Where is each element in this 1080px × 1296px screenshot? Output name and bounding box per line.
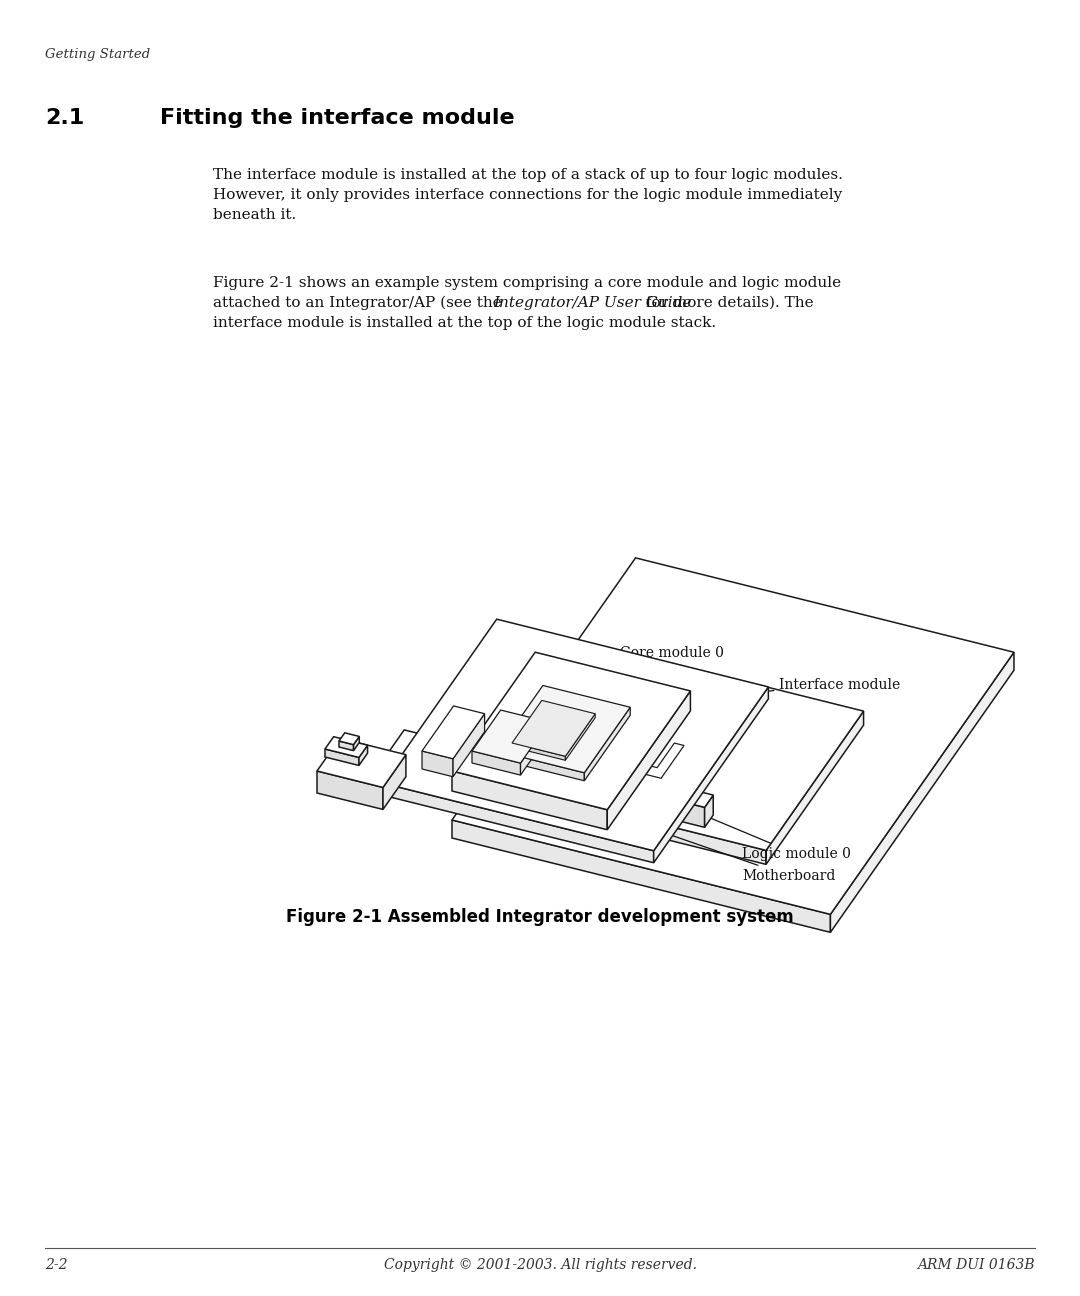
Polygon shape (642, 769, 671, 783)
Polygon shape (422, 750, 453, 776)
Polygon shape (382, 619, 768, 850)
Polygon shape (653, 687, 768, 863)
Text: Core module 0: Core module 0 (569, 645, 724, 710)
Polygon shape (325, 736, 367, 757)
Text: beneath it.: beneath it. (213, 207, 296, 222)
Polygon shape (453, 557, 1014, 915)
Polygon shape (318, 739, 406, 788)
Polygon shape (472, 710, 550, 763)
Polygon shape (627, 776, 713, 807)
Polygon shape (382, 783, 653, 863)
Text: Motherboard: Motherboard (632, 820, 835, 883)
Text: 2.1: 2.1 (45, 108, 84, 128)
Polygon shape (831, 652, 1014, 932)
Polygon shape (704, 794, 713, 827)
Polygon shape (453, 652, 690, 810)
Polygon shape (512, 743, 565, 761)
Polygon shape (671, 767, 677, 783)
Text: However, it only provides interface connections for the logic module immediately: However, it only provides interface conn… (213, 188, 842, 202)
Polygon shape (632, 743, 684, 779)
Polygon shape (521, 722, 550, 775)
Polygon shape (472, 750, 521, 775)
Text: Fitting the interface module: Fitting the interface module (160, 108, 515, 128)
Polygon shape (607, 691, 690, 829)
Text: 2-2: 2-2 (45, 1258, 67, 1271)
Polygon shape (627, 788, 704, 827)
Polygon shape (453, 771, 607, 829)
Polygon shape (339, 732, 360, 745)
Polygon shape (383, 754, 406, 810)
Polygon shape (497, 750, 584, 780)
Text: interface module is installed at the top of the logic module stack.: interface module is installed at the top… (213, 316, 716, 330)
Polygon shape (339, 741, 353, 750)
Text: Getting Started: Getting Started (45, 48, 150, 61)
Polygon shape (353, 736, 360, 750)
Text: Figure 2-1 shows an example system comprising a core module and logic module: Figure 2-1 shows an example system compr… (213, 276, 841, 290)
Text: ARM DUI 0163B: ARM DUI 0163B (917, 1258, 1035, 1271)
Polygon shape (642, 759, 677, 775)
Polygon shape (359, 745, 367, 766)
Polygon shape (318, 771, 383, 810)
Text: Logic module 0: Logic module 0 (676, 804, 851, 861)
Polygon shape (572, 802, 766, 864)
Polygon shape (766, 712, 864, 864)
Polygon shape (565, 714, 595, 761)
Text: The interface module is installed at the top of a stack of up to four logic modu: The interface module is installed at the… (213, 168, 842, 181)
Text: Figure 2-1 Assembled Integrator development system: Figure 2-1 Assembled Integrator developm… (286, 908, 794, 927)
Polygon shape (497, 686, 631, 772)
Text: for more details). The: for more details). The (642, 295, 813, 310)
Polygon shape (512, 700, 595, 757)
Text: Interface module: Interface module (724, 678, 901, 697)
Text: Integrator/AP User Guide: Integrator/AP User Guide (492, 295, 691, 310)
Polygon shape (376, 771, 463, 810)
Polygon shape (422, 706, 485, 758)
Polygon shape (572, 662, 864, 850)
Polygon shape (453, 714, 485, 776)
Text: attached to an Integrator/AP (see the: attached to an Integrator/AP (see the (213, 295, 507, 310)
Polygon shape (453, 820, 831, 932)
Polygon shape (376, 730, 491, 793)
Polygon shape (584, 708, 631, 780)
Text: Copyright © 2001-2003. All rights reserved.: Copyright © 2001-2003. All rights reserv… (383, 1258, 697, 1271)
Polygon shape (325, 749, 359, 766)
Polygon shape (463, 752, 491, 810)
